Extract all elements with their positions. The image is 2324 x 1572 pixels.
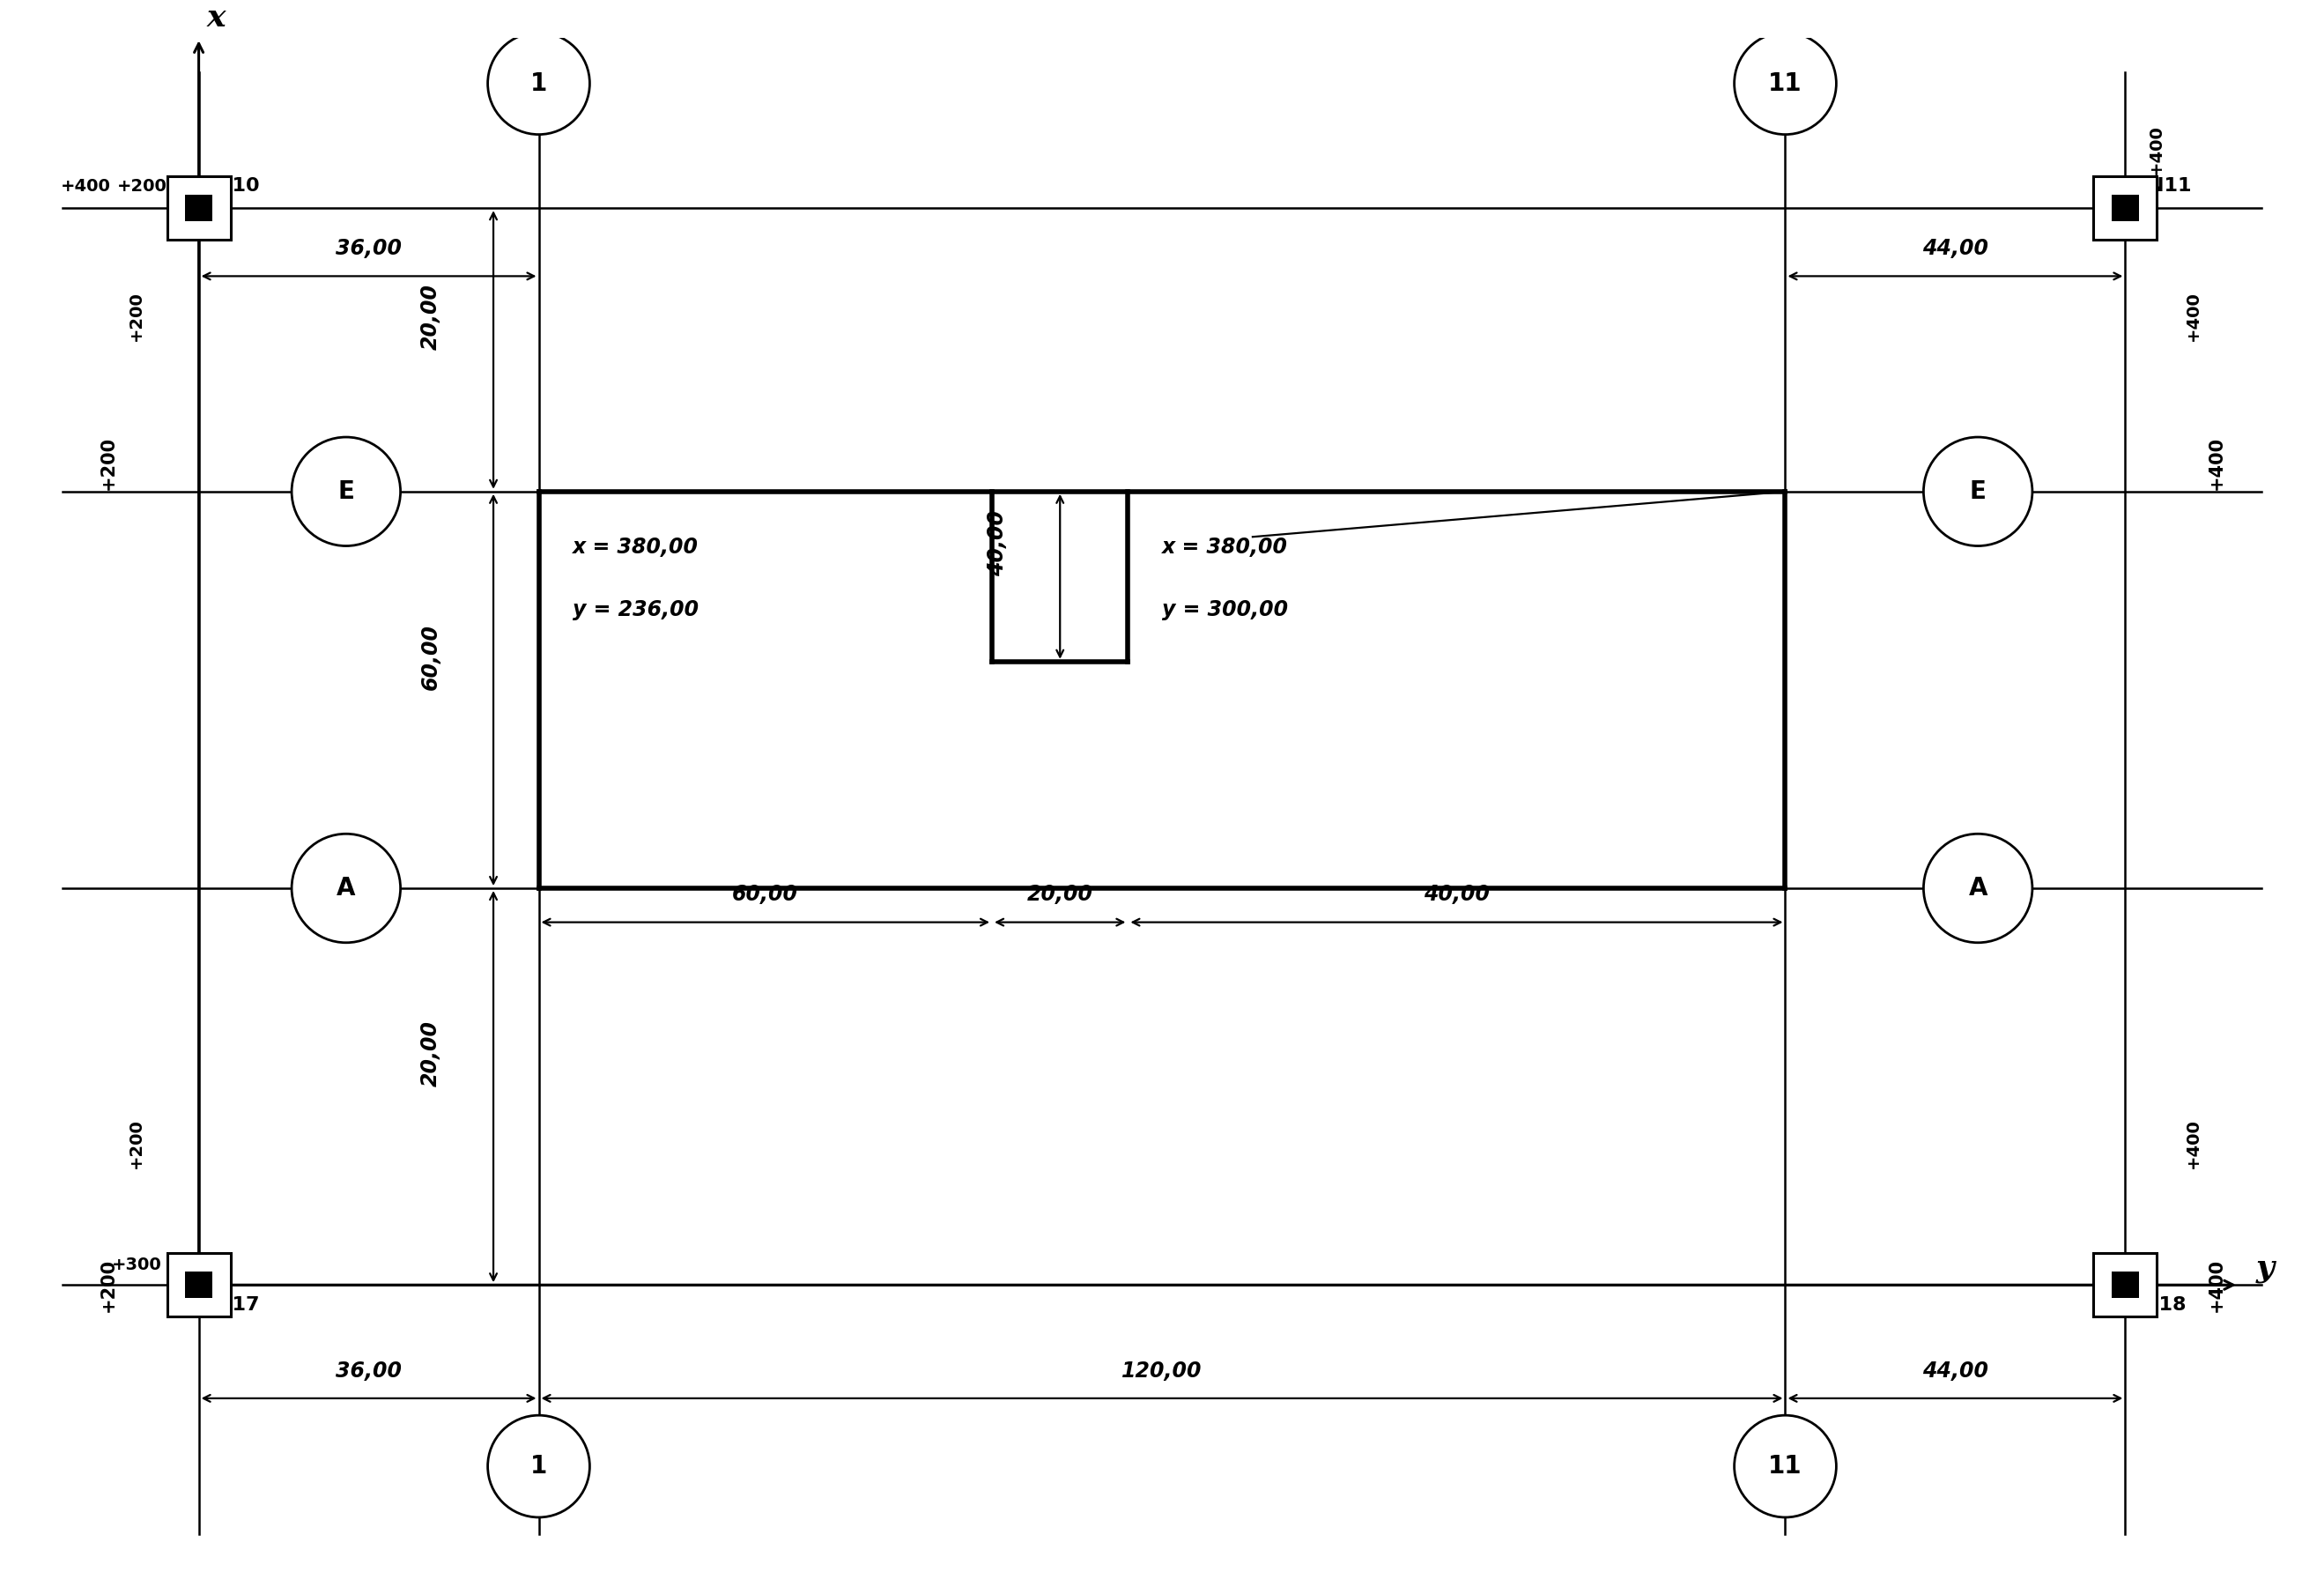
- Text: 40,00: 40,00: [1425, 883, 1490, 905]
- Text: x = 380,00: x = 380,00: [1162, 538, 1287, 558]
- Bar: [186, 195, 211, 222]
- Bar: [2113, 195, 2138, 222]
- Circle shape: [293, 437, 400, 545]
- Text: 44,00: 44,00: [1922, 237, 1989, 259]
- Bar: [186, 1272, 211, 1298]
- Text: A: A: [1968, 876, 1987, 901]
- Text: +200: +200: [116, 178, 167, 195]
- Text: 44,00: 44,00: [1922, 1360, 1989, 1382]
- Text: 36,00: 36,00: [335, 1360, 402, 1382]
- Circle shape: [1924, 833, 2031, 943]
- Circle shape: [488, 33, 590, 135]
- Text: y = 300,00: y = 300,00: [1162, 599, 1287, 621]
- Bar: [167, 1253, 230, 1317]
- Circle shape: [1734, 33, 1836, 135]
- Text: 40,00: 40,00: [988, 511, 1009, 577]
- Circle shape: [488, 1415, 590, 1517]
- Text: 20,00: 20,00: [421, 283, 442, 351]
- Text: 1: 1: [530, 71, 546, 96]
- Text: +400: +400: [2185, 1118, 2201, 1168]
- Text: A: A: [337, 876, 356, 901]
- Bar: [2094, 1253, 2157, 1317]
- Text: 36,00: 36,00: [335, 237, 402, 259]
- Text: +200: +200: [100, 437, 116, 490]
- Text: N17: N17: [216, 1297, 260, 1314]
- Text: x: x: [207, 3, 225, 33]
- Text: +400: +400: [2147, 124, 2164, 174]
- Text: 60,00: 60,00: [421, 624, 442, 690]
- Text: +200: +200: [128, 291, 144, 341]
- Bar: [2113, 1272, 2138, 1298]
- Text: N18: N18: [2143, 1297, 2187, 1314]
- Text: +200: +200: [100, 1258, 116, 1313]
- Text: N11: N11: [2147, 178, 2192, 195]
- Text: +400: +400: [2185, 291, 2201, 341]
- Bar: [2094, 176, 2157, 241]
- Text: 120,00: 120,00: [1122, 1360, 1202, 1382]
- Text: N10: N10: [216, 178, 260, 195]
- Text: +400: +400: [2208, 1258, 2224, 1313]
- Text: 11: 11: [1769, 1454, 1801, 1479]
- Text: E: E: [337, 479, 353, 505]
- Text: E: E: [1971, 479, 1987, 505]
- Text: y: y: [2257, 1253, 2275, 1283]
- Text: 11: 11: [1769, 71, 1801, 96]
- Text: 20,00: 20,00: [1027, 883, 1092, 905]
- Circle shape: [1924, 437, 2031, 545]
- Text: +200: +200: [128, 1118, 144, 1168]
- Circle shape: [293, 833, 400, 943]
- Text: +400: +400: [2208, 437, 2224, 490]
- Circle shape: [1734, 1415, 1836, 1517]
- Text: x = 380,00: x = 380,00: [572, 538, 700, 558]
- Text: 20,00: 20,00: [421, 1020, 442, 1086]
- Text: +400: +400: [60, 178, 112, 195]
- Text: +300: +300: [112, 1258, 160, 1273]
- Text: 1: 1: [530, 1454, 546, 1479]
- Bar: [167, 176, 230, 241]
- Text: 60,00: 60,00: [732, 883, 799, 905]
- Text: y = 236,00: y = 236,00: [572, 599, 700, 621]
